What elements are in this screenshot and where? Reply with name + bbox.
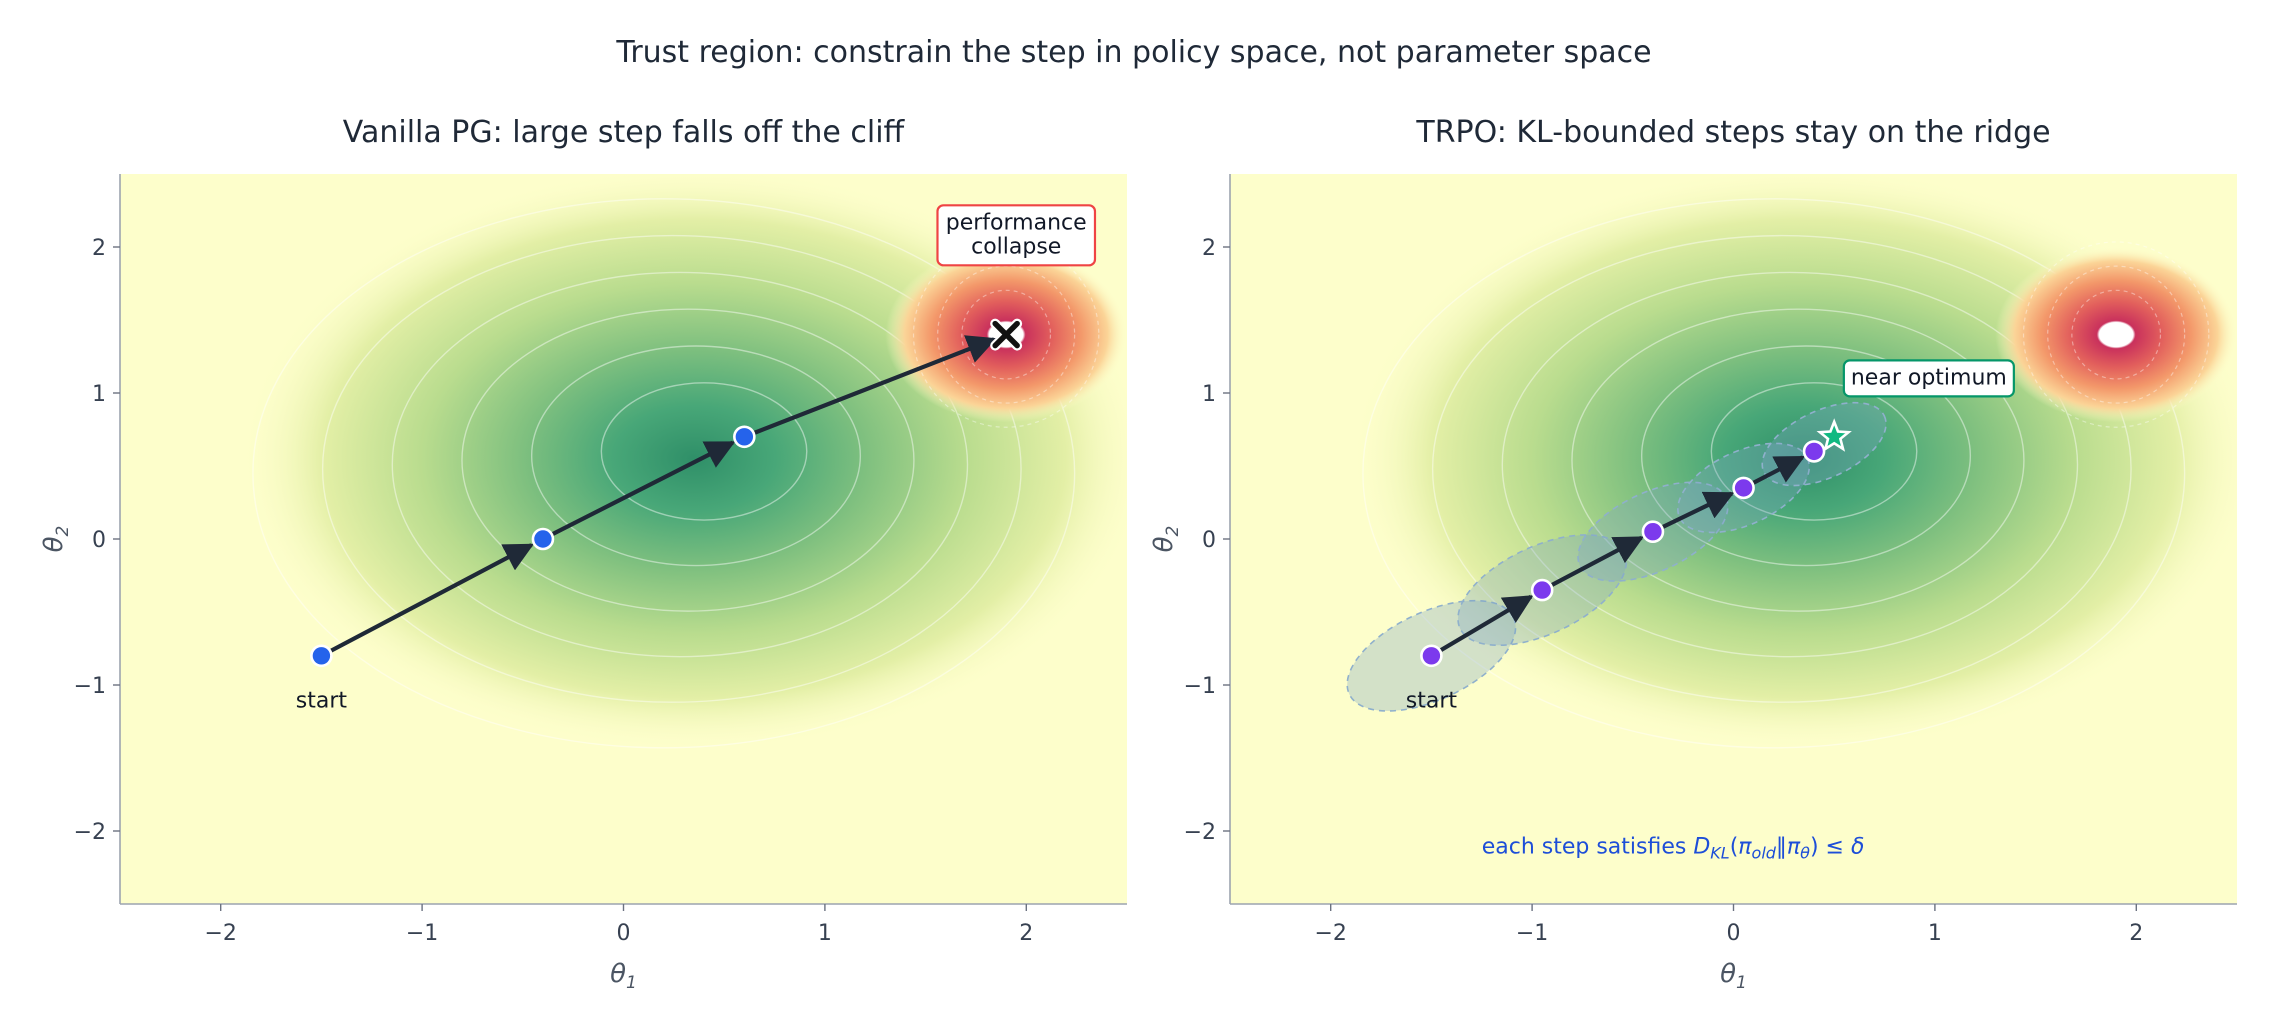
step-point <box>1420 644 1443 668</box>
y-tick-label: 1 <box>92 382 106 407</box>
y-axis-label-sub: 2 <box>1163 526 1183 537</box>
y-axis-label-sub: 2 <box>53 526 73 537</box>
step-arrow <box>751 335 997 436</box>
note-kl-main: D <box>1693 835 1710 860</box>
note-sep: ‖ <box>1776 835 1787 860</box>
y-tick-label: 0 <box>92 528 106 553</box>
step-point <box>1732 476 1755 500</box>
x-tick-label: −1 <box>406 921 438 946</box>
x-tick-label: 1 <box>818 921 832 946</box>
step-point <box>531 527 555 551</box>
note-open: ( <box>1730 835 1739 860</box>
contour-line <box>1640 345 1972 567</box>
note-kl-sub: KL <box>1710 844 1729 863</box>
note-prefix: each step satisfies <box>1482 835 1694 860</box>
annotation-box <box>1842 359 2015 398</box>
y-axis-label-main: θ <box>1149 536 1179 552</box>
contour-line <box>321 234 1022 703</box>
step-point <box>1802 440 1826 463</box>
cliff-contour <box>2071 289 2162 380</box>
annotation-box <box>936 204 1097 267</box>
contour-line <box>1501 271 2079 658</box>
x-tick-label: −2 <box>204 921 236 946</box>
y-tick-label: 0 <box>1202 528 1216 553</box>
note-close: ) ≤ <box>1810 835 1851 860</box>
step-point <box>1530 578 1554 602</box>
figure-title: Trust region: constrain the step in poli… <box>615 35 1651 70</box>
contour-line <box>1571 308 2025 612</box>
y-tick-label: −2 <box>74 820 106 845</box>
y-tick-label: 2 <box>1202 236 1216 261</box>
step-arrow <box>1437 594 1534 654</box>
x-tick-label: 0 <box>617 921 631 946</box>
annotation-line: performance <box>946 210 1087 235</box>
contour-line <box>600 382 808 521</box>
contour-line <box>1710 382 1918 521</box>
y-axis-label: θ2 <box>39 526 73 553</box>
contour-line <box>252 198 1076 749</box>
step-point <box>310 644 333 668</box>
x-tick-label: −2 <box>1314 921 1346 946</box>
x-axis-label-sub: 1 <box>1736 973 1747 993</box>
contour-line <box>461 308 915 612</box>
panel-title: Vanilla PG: large step falls off the cli… <box>343 115 906 150</box>
annotation-line: collapse <box>971 234 1061 259</box>
step-arrow <box>1659 491 1735 531</box>
contour-line <box>530 345 862 567</box>
contour-line <box>1431 234 2132 703</box>
contour-line <box>1362 198 2186 749</box>
note-pi2: π <box>1787 835 1801 860</box>
x-tick-label: 0 <box>1727 921 1741 946</box>
annotation-text: performance collapse <box>946 210 1087 259</box>
note-delta: δ <box>1851 835 1864 860</box>
x-axis-label-main: θ <box>1720 959 1736 989</box>
x-tick-label: 1 <box>1928 921 1942 946</box>
y-tick-label: 1 <box>1202 382 1216 407</box>
cliff-contour <box>961 289 1052 380</box>
y-tick-label: −1 <box>74 674 106 699</box>
x-tick-label: −1 <box>1516 921 1548 946</box>
step-arrow <box>327 543 535 654</box>
cliff-region <box>1995 247 2237 423</box>
x-tick-label: 2 <box>1019 921 1033 946</box>
step-arrow <box>1548 535 1645 589</box>
x-tick-label: 2 <box>2129 921 2143 946</box>
note-pi1-sub: old <box>1752 844 1777 863</box>
step-arrow <box>1749 455 1806 487</box>
step-point <box>733 425 756 449</box>
note-pi2-sub: θ <box>1800 844 1810 863</box>
collapse-x-icon <box>990 318 1023 351</box>
step-point <box>1641 520 1665 544</box>
annotation-text: start <box>296 689 348 714</box>
y-axis-label: θ2 <box>1149 526 1183 553</box>
step-arrow <box>549 440 736 538</box>
annotation-text: start <box>1406 689 1458 714</box>
contour-line <box>391 271 969 658</box>
x-axis-label-sub: 1 <box>626 973 637 993</box>
x-axis-label: θ1 <box>1720 959 1747 993</box>
x-axis-label-main: θ <box>610 959 626 989</box>
cliff-contour <box>2047 265 2186 404</box>
y-tick-label: −1 <box>1184 674 1216 699</box>
note-pi1: π <box>1738 835 1752 860</box>
cliff-contour <box>2022 241 2210 428</box>
y-axis-label-main: θ <box>39 536 69 552</box>
y-tick-label: 2 <box>92 236 106 261</box>
optimum-star-icon <box>1816 418 1852 452</box>
annotation-text: near optimum <box>1851 365 2007 390</box>
panel-title: TRPO: KL-bounded steps stay on the ridge <box>1415 115 2050 150</box>
x-axis-label: θ1 <box>610 959 637 993</box>
y-tick-label: −2 <box>1184 820 1216 845</box>
kl-constraint-note: each step satisfies DKL(πold‖πθ) ≤ δ <box>1482 835 1865 863</box>
